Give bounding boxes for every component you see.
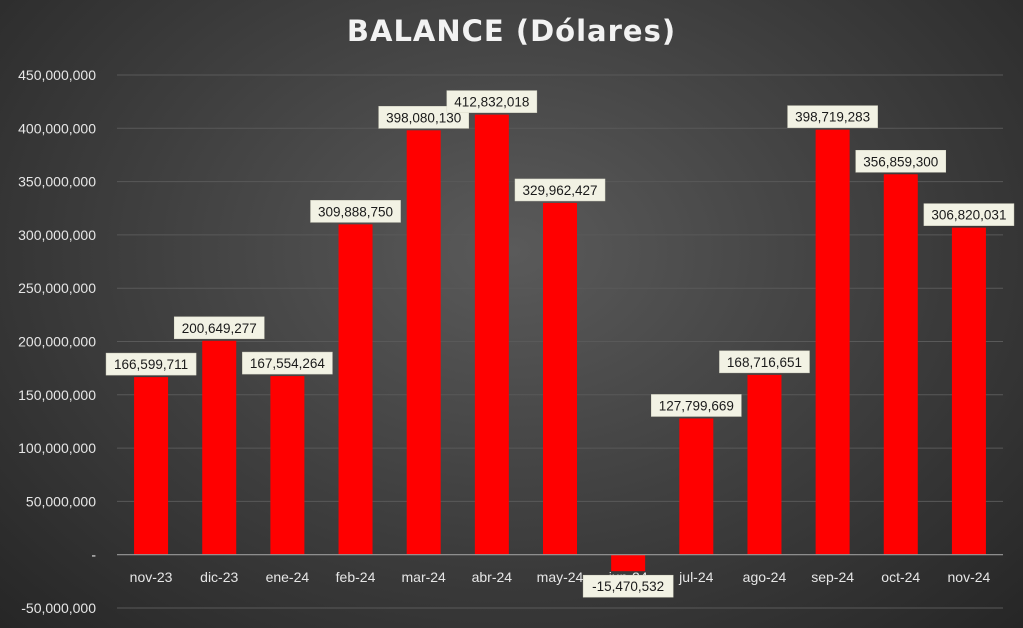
data-label: 329,962,427	[522, 183, 597, 198]
y-tick-label: 50,000,000	[26, 493, 96, 509]
data-label-box	[855, 150, 947, 173]
y-tick-label: 450,000,000	[18, 67, 96, 83]
bar	[543, 202, 577, 555]
y-axis-tick-labels: 450,000,000 400,000,000 350,000,000 300,000…	[18, 67, 96, 616]
y-tick-label: 250,000,000	[18, 280, 96, 296]
data-label: -15,470,532	[592, 579, 664, 594]
data-label-box	[173, 316, 265, 340]
chart-title: BALANCE (Dólares)	[346, 14, 677, 48]
data-label: 356,859,300	[863, 154, 938, 169]
data-label-box	[923, 203, 1015, 226]
y-tick-label: -50,000,000	[21, 600, 96, 616]
data-label-box	[310, 200, 401, 223]
data-label-box	[582, 574, 674, 598]
y-tick-label: -	[91, 547, 96, 563]
x-tick-label: feb-24	[336, 569, 376, 585]
x-tick-label: ene-24	[266, 569, 310, 585]
y-tick-label: 100,000,000	[18, 440, 96, 456]
data-label: 306,820,031	[931, 208, 1006, 223]
x-tick-label: abr-24	[472, 569, 513, 585]
data-label: 309,888,750	[318, 204, 393, 219]
data-labels: 166,599,711 200,649,277 167,554,264 309,888…	[105, 90, 1015, 598]
data-label: 166,599,711	[114, 357, 188, 372]
y-tick-label: 300,000,000	[18, 227, 96, 243]
bars	[134, 114, 986, 572]
x-tick-label: jul-24	[678, 569, 713, 585]
x-axis-tick-labels: nov-23 dic-23 ene-24 feb-24 mar-24 abr-24 may-…	[130, 569, 991, 585]
y-tick-label: 200,000,000	[18, 334, 96, 350]
y-tick-label: 150,000,000	[18, 387, 96, 403]
data-label-box	[378, 106, 469, 129]
x-tick-label: nov-23	[130, 569, 173, 585]
data-label: 200,649,277	[182, 321, 257, 336]
bar	[406, 130, 441, 555]
x-tick-label: ago-24	[743, 569, 787, 585]
data-label-box	[651, 394, 742, 417]
bar	[338, 224, 373, 555]
data-label: 127,799,669	[659, 398, 734, 413]
x-tick-label: oct-24	[881, 569, 920, 585]
bar	[134, 377, 169, 555]
data-label-box	[514, 178, 606, 202]
data-label: 168,716,651	[727, 355, 802, 370]
bar	[747, 374, 782, 555]
x-tick-label: may-24	[537, 569, 584, 585]
bar	[270, 376, 305, 555]
bar	[679, 418, 714, 555]
y-tick-label: 400,000,000	[18, 120, 96, 136]
data-label-box	[787, 105, 878, 128]
bar	[611, 554, 646, 572]
x-tick-label: nov-24	[948, 569, 991, 585]
bar	[474, 114, 509, 555]
data-label-box	[446, 90, 538, 113]
data-label-box	[719, 350, 810, 374]
data-label-box	[242, 351, 333, 375]
y-tick-label: 350,000,000	[18, 174, 96, 190]
x-tick-label: sep-24	[811, 569, 854, 585]
x-tick-label: dic-23	[200, 569, 238, 585]
bar	[951, 227, 986, 555]
bar	[202, 340, 237, 555]
bar	[815, 129, 850, 555]
data-label: 412,832,018	[454, 95, 529, 110]
data-label-box	[105, 352, 197, 376]
x-tick-label: mar-24	[402, 569, 447, 585]
data-label: 167,554,264	[250, 356, 326, 371]
data-label: 398,080,130	[386, 110, 461, 125]
bar	[883, 174, 918, 555]
data-label: 398,719,283	[795, 110, 870, 125]
